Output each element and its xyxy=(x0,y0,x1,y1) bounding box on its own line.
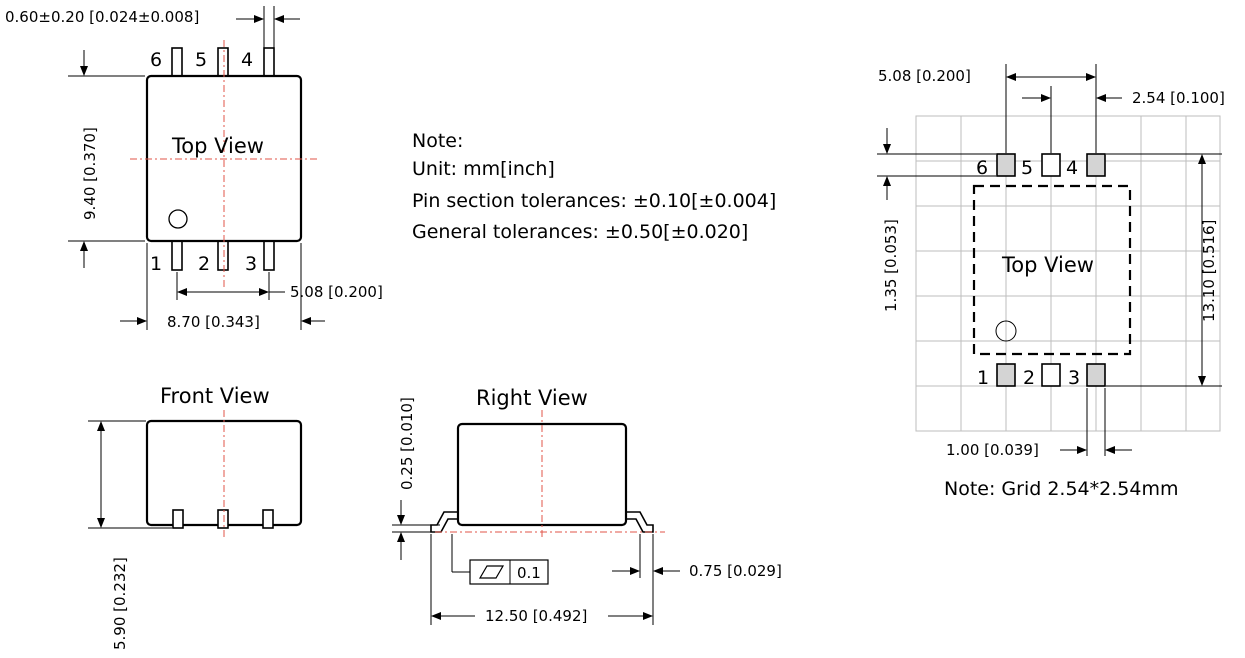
front-pin-1 xyxy=(172,509,184,529)
dim-pitch-bottom: 5.08 [0.200] xyxy=(290,283,383,301)
pad-1 xyxy=(996,363,1016,387)
note-general-tolerance: General tolerances: ±0.50[±0.020] xyxy=(412,221,748,243)
top-view-pin-5 xyxy=(217,47,229,79)
dim-fp-pitch-outer: 5.08 [0.200] xyxy=(878,67,971,85)
footprint-outline xyxy=(972,184,1132,356)
front-pin-2 xyxy=(217,509,229,529)
right-view-title: Right View xyxy=(476,386,588,410)
pin1-marker-icon xyxy=(168,209,188,229)
gull-wing-lead-left xyxy=(430,511,458,533)
dim-height-front: 5.90 [0.232] xyxy=(111,557,129,650)
fp-pin-label-3: 3 xyxy=(1068,367,1080,389)
dim-fp-pitch: 2.54 [0.100] xyxy=(1132,89,1225,107)
dim-fp-pad: 1.35 [0.053] xyxy=(882,219,900,312)
footprint: 6 5 4 1 2 3 Top View 5.08 [0.200] 2.54 [… xyxy=(877,64,1225,500)
dim-pin-width: 0.60±0.20 [0.024±0.008] xyxy=(5,8,199,26)
dim-foot: 0.75 [0.029] xyxy=(689,562,782,580)
pin-label-1: 1 xyxy=(150,253,162,275)
pad-6 xyxy=(996,153,1016,177)
dim-span: 12.50 [0.492] xyxy=(485,607,587,625)
front-pin-3 xyxy=(262,509,274,529)
dim-fp-span: 13.10 [0.516] xyxy=(1200,220,1218,322)
top-view: Top View 6 5 4 1 2 3 0.60±0.20 [0.024±0.… xyxy=(5,6,383,331)
dim-standoff: 0.25 [0.010] xyxy=(398,397,416,490)
fp-pin-label-2: 2 xyxy=(1023,367,1035,389)
pin-label-4: 4 xyxy=(241,49,253,71)
pad-4 xyxy=(1086,153,1106,177)
flatness-icon xyxy=(478,565,505,579)
top-view-pin-3 xyxy=(263,239,275,271)
notes: Note: Unit: mm[inch] Pin section toleran… xyxy=(412,130,776,243)
dim-fp-pad-width: 1.00 [0.039] xyxy=(946,441,1039,459)
fp-pin-label-1: 1 xyxy=(977,367,989,389)
right-view: Right View 0.25 [0.010] 0.1 0.75 [0.029]… xyxy=(392,386,782,625)
pin-label-3: 3 xyxy=(245,253,257,275)
top-view-pin-4 xyxy=(263,47,275,79)
footprint-title: Top View xyxy=(1001,253,1094,277)
top-view-pin-2 xyxy=(217,239,229,271)
fp-pin-label-5: 5 xyxy=(1021,157,1033,179)
top-view-pin-6 xyxy=(171,47,183,79)
fp-pin-label-4: 4 xyxy=(1066,157,1078,179)
footprint-pin1-marker-icon xyxy=(995,320,1017,342)
pad-3 xyxy=(1086,363,1106,387)
dim-height-top: 9.40 [0.370] xyxy=(81,127,99,220)
note-grid: Note: Grid 2.54*2.54mm xyxy=(944,478,1178,500)
pin-label-2: 2 xyxy=(198,253,210,275)
dim-body-width: 8.70 [0.343] xyxy=(167,313,260,331)
pin-label-6: 6 xyxy=(150,49,162,71)
pad-5 xyxy=(1041,153,1061,177)
front-view-title: Front View xyxy=(160,384,270,408)
top-view-title: Top View xyxy=(171,134,264,158)
note-unit: Unit: mm[inch] xyxy=(412,158,555,180)
note-pin-tolerance: Pin section tolerances: ±0.10[±0.004] xyxy=(412,190,776,212)
note-heading: Note: xyxy=(412,130,463,152)
front-view: Front View 5.90 [0.232] xyxy=(88,384,303,650)
flatness-value: 0.1 xyxy=(517,564,541,582)
pin-label-5: 5 xyxy=(195,49,207,71)
pad-2 xyxy=(1041,363,1061,387)
gull-wing-lead-right xyxy=(626,511,654,533)
top-view-pin-1 xyxy=(171,239,183,271)
fp-pin-label-6: 6 xyxy=(976,157,988,179)
